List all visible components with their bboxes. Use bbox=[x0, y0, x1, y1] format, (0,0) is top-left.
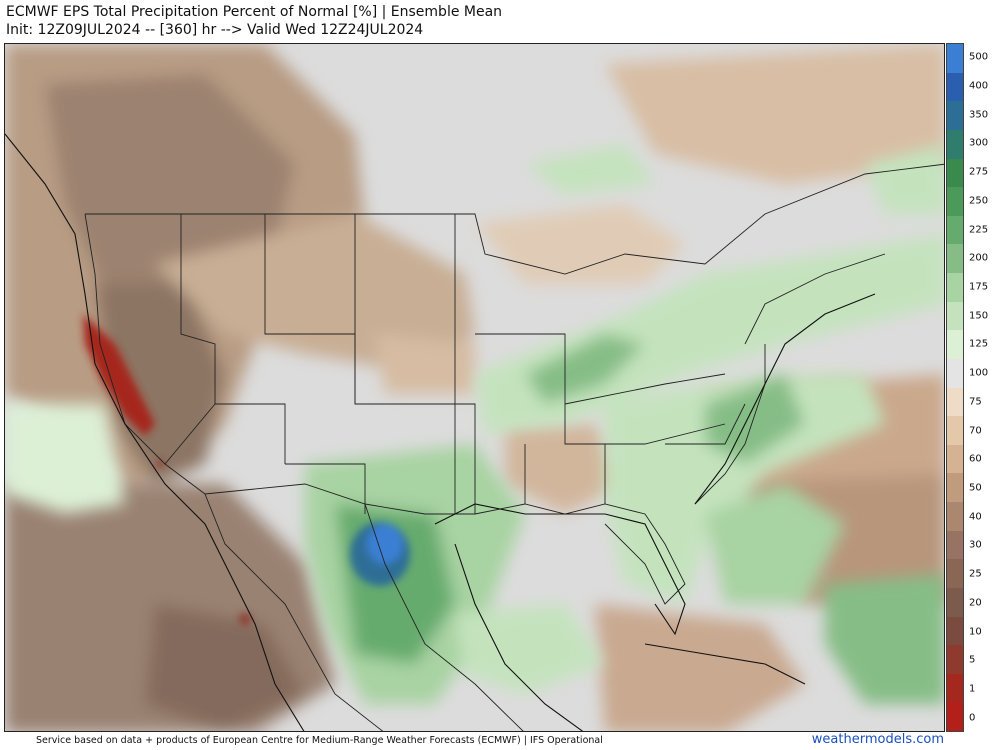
color-scale-segment bbox=[947, 645, 963, 674]
color-scale-label: 300 bbox=[969, 137, 989, 149]
color-scale-label: 250 bbox=[969, 195, 989, 207]
very-dry-core bbox=[83, 314, 251, 625]
color-scale-segment bbox=[947, 559, 963, 588]
color-scale-segment bbox=[947, 702, 963, 731]
site-link[interactable]: weathermodels.com bbox=[811, 732, 944, 747]
color-scale-segment bbox=[947, 187, 963, 216]
data-credit: Service based on data + products of Euro… bbox=[36, 735, 603, 746]
chart-title: ECMWF EPS Total Precipitation Percent of… bbox=[6, 3, 502, 39]
color-scale-bar bbox=[946, 43, 964, 732]
color-scale-label: 175 bbox=[969, 281, 989, 293]
color-scale-segment bbox=[947, 44, 963, 73]
color-scale-label: 1 bbox=[969, 683, 976, 695]
color-scale-segment bbox=[947, 101, 963, 130]
color-scale-segment bbox=[947, 587, 963, 617]
color-scale-label: 200 bbox=[969, 252, 989, 264]
color-scale-label: 60 bbox=[969, 453, 982, 465]
color-scale-segment bbox=[947, 473, 963, 502]
color-scale-label: 400 bbox=[969, 80, 989, 92]
color-scale-segment bbox=[947, 244, 963, 273]
color-scale-segment bbox=[947, 158, 963, 188]
color-scale-label: 350 bbox=[969, 109, 989, 121]
color-scale-label: 275 bbox=[969, 166, 989, 178]
color-scale-segment bbox=[947, 72, 963, 102]
color-scale-segment bbox=[947, 416, 963, 445]
color-scale-segment bbox=[947, 273, 963, 302]
title-line-1: ECMWF EPS Total Precipitation Percent of… bbox=[6, 4, 503, 20]
political-boundaries bbox=[84, 163, 944, 731]
color-scale-label: 50 bbox=[969, 482, 982, 494]
color-scale-label: 150 bbox=[969, 310, 989, 322]
color-scale-labels: 500 400 350 300 275 250 225 200 175 150 125 100 75 70… bbox=[966, 43, 1000, 732]
color-scale-label: 0 bbox=[969, 712, 976, 724]
map-canvas bbox=[5, 44, 944, 731]
color-scale-segment bbox=[947, 502, 963, 531]
color-scale-label: 225 bbox=[969, 224, 989, 236]
color-scale-label: 70 bbox=[969, 425, 982, 437]
color-scale-label: 100 bbox=[969, 367, 989, 379]
precipitation-map bbox=[4, 43, 945, 732]
color-scale-segment bbox=[947, 616, 963, 646]
very-wet-core bbox=[350, 522, 410, 586]
color-scale-label: 25 bbox=[969, 568, 982, 580]
color-scale-segment bbox=[947, 444, 963, 474]
color-scale-segment bbox=[947, 387, 963, 417]
color-scale-label: 20 bbox=[969, 597, 982, 609]
color-scale-label: 75 bbox=[969, 396, 982, 408]
coastlines bbox=[5, 133, 876, 731]
color-scale-segment bbox=[947, 330, 963, 359]
color-scale-segment bbox=[947, 301, 963, 331]
title-line-2: Init: 12Z09JUL2024 -- [360] hr --> Valid… bbox=[6, 22, 424, 38]
color-scale-label: 10 bbox=[969, 626, 982, 638]
color-scale-label: 30 bbox=[969, 539, 982, 551]
color-scale-segment bbox=[947, 673, 963, 703]
color-scale-label: 500 bbox=[969, 51, 989, 63]
color-scale-label: 40 bbox=[969, 511, 982, 523]
color-scale-segment bbox=[947, 530, 963, 560]
color-scale-segment bbox=[947, 358, 963, 388]
dry-anomaly-fields bbox=[5, 44, 944, 731]
color-scale-label: 125 bbox=[969, 338, 989, 350]
color-scale-label: 5 bbox=[969, 654, 976, 666]
color-scale-segment bbox=[947, 129, 963, 159]
color-scale-segment bbox=[947, 215, 963, 245]
